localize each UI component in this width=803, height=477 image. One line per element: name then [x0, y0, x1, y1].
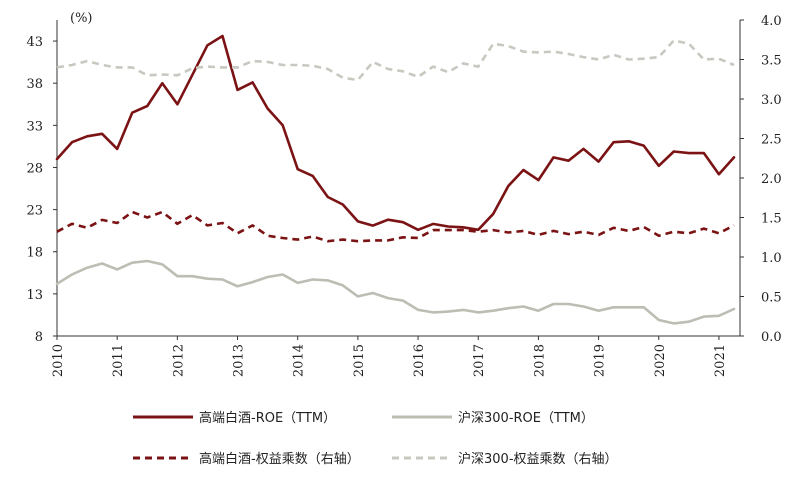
left-tick-label: 38: [26, 77, 43, 92]
left-tick-label: 8: [35, 330, 43, 345]
x-tick-label: 2017: [472, 344, 487, 377]
x-tick-label: 2011: [111, 344, 126, 377]
legend-label-3: 沪深300-权益乘数（右轴）: [458, 451, 618, 467]
x-tick-label: 2015: [352, 344, 367, 377]
x-tick-label: 2014: [292, 344, 307, 377]
right-tick-label: 0.0: [761, 330, 782, 345]
series-lines: [55, 34, 736, 325]
legend-label-1: 沪深300-ROE（TTM）: [458, 410, 594, 426]
right-tick-label: 4.0: [761, 14, 782, 29]
legend-label-2: 高端白酒-权益乘数（右轴）: [199, 451, 360, 467]
x-tick-label: 2016: [412, 344, 427, 377]
axes: [56, 20, 741, 337]
right-tick-label: 3.0: [761, 93, 782, 108]
right-tick-label: 1.5: [761, 212, 782, 227]
x-tick-label: 2021: [713, 344, 728, 377]
right-y-axis: 0.0 0.5 1.0 1.5 2.0 2.5 3.0 3.5 4.0: [740, 14, 782, 345]
legend-label-0: 高端白酒-ROE（TTM）: [199, 410, 336, 426]
left-y-axis: 8 13 18 23 28 33 38 43: [26, 35, 57, 345]
left-tick-label: 43: [26, 35, 43, 50]
x-tick-label: 2019: [593, 344, 608, 377]
x-tick-label: 2018: [532, 344, 547, 377]
right-tick-label: 1.0: [761, 251, 782, 266]
left-tick-label: 28: [26, 161, 43, 176]
left-tick-label: 33: [26, 119, 43, 134]
series-line-3: [56, 39, 735, 82]
x-tick-label: 2020: [653, 344, 668, 377]
left-tick-label: 13: [26, 288, 43, 303]
x-axis: 2010 2011 2012 2013 2014 2015 2016 2017 2018 2019…: [51, 336, 728, 377]
series-line-2: [56, 210, 735, 243]
right-tick-label: 0.5: [761, 291, 782, 306]
legend: 高端白酒-ROE（TTM） 沪深300-ROE（TTM） 高端白酒-权益乘数（右轴）…: [133, 410, 618, 467]
right-tick-label: 3.5: [761, 54, 782, 69]
x-tick-label: 2010: [51, 344, 66, 377]
series-line-0: [55, 34, 736, 232]
series-line-1: [55, 259, 736, 325]
right-tick-label: 2.0: [761, 172, 782, 187]
x-tick-label: 2013: [232, 344, 247, 377]
y-unit-label: (%): [70, 11, 93, 26]
x-tick-label: 2012: [171, 344, 186, 377]
left-tick-label: 18: [26, 246, 43, 261]
right-tick-label: 2.5: [761, 133, 782, 148]
left-tick-label: 23: [26, 204, 43, 219]
